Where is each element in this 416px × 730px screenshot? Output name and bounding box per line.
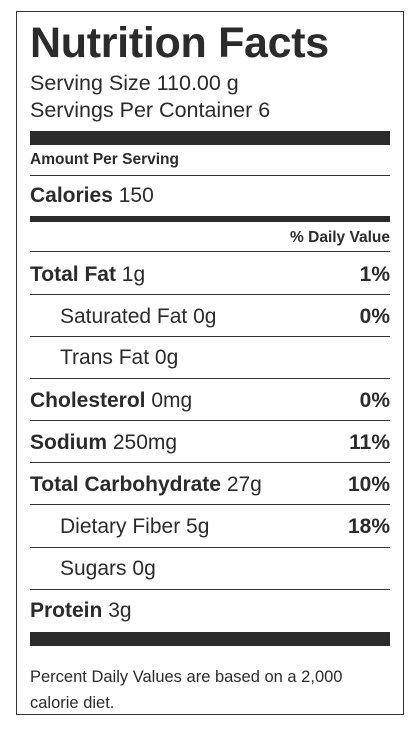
divider [30, 462, 390, 463]
label-title: Nutrition Facts [30, 19, 329, 67]
nutrient-row-saturated-fat: Saturated Fat 0g 0% [30, 306, 390, 328]
divider [30, 378, 390, 379]
nutrient-row-sodium: Sodium 250mg 11% [30, 432, 390, 454]
calories-row: Calories 150 [30, 184, 154, 208]
calories-value: 150 [118, 184, 154, 207]
serving-size: Serving Size 110.00 g [30, 71, 239, 95]
divider [30, 504, 390, 505]
thick-divider [30, 632, 390, 646]
divider [30, 420, 390, 421]
nutrient-row-dietary-fiber: Dietary Fiber 5g 18% [30, 516, 390, 538]
nutrient-row-protein: Protein 3g [30, 600, 390, 622]
divider [30, 547, 390, 548]
nutrient-percent: 0% [359, 389, 390, 412]
nutrient-name: Sodium [30, 431, 107, 454]
nutrient-name: Sugars [60, 557, 127, 580]
nutrient-amount: 0g [154, 346, 179, 369]
nutrient-percent: 18% [347, 515, 390, 538]
divider [30, 589, 390, 590]
nutrient-percent: 1% [359, 263, 390, 286]
nutrient-amount: 27g [226, 473, 262, 496]
nutrient-amount: 3g [108, 599, 132, 622]
nutrient-row-cholesterol: Cholesterol 0mg 0% [30, 390, 390, 412]
divider [30, 336, 390, 337]
nutrient-name: Total Carbohydrate [30, 473, 221, 496]
nutrient-row-trans-fat: Trans Fat 0g [30, 347, 390, 369]
nutrient-name: Dietary Fiber [60, 515, 181, 538]
nutrient-name: Protein [30, 599, 103, 622]
nutrient-percent: 11% [349, 431, 390, 454]
nutrient-row-total-fat: Total Fat 1g 1% [30, 264, 390, 286]
daily-value-header: % Daily Value [290, 229, 390, 246]
divider [30, 294, 390, 295]
nutrient-amount: 1g [121, 263, 146, 286]
nutrient-row-sugars: Sugars 0g [30, 558, 390, 580]
nutrient-row-total-carbohydrate: Total Carbohydrate 27g 10% [30, 474, 390, 496]
thick-divider [30, 131, 390, 145]
nutrient-name: Trans Fat [60, 346, 150, 369]
nutrition-label: Nutrition Facts Serving Size 110.00 g Se… [16, 11, 404, 715]
nutrient-amount: 0mg [151, 389, 193, 412]
nutrient-amount: 0g [132, 557, 156, 580]
nutrient-percent: 0% [359, 305, 390, 328]
nutrient-percent: 10% [347, 473, 390, 496]
divider [30, 251, 390, 252]
servings-per-container: Servings Per Container 6 [30, 98, 271, 122]
nutrient-name: Total Fat [30, 263, 116, 286]
medium-divider [30, 216, 390, 222]
footnote: Percent Daily Values are based on a 2,00… [30, 668, 343, 712]
nutrient-name: Cholesterol [30, 389, 146, 412]
nutrient-amount: 5g [186, 515, 210, 538]
nutrient-name: Saturated Fat [60, 305, 188, 328]
divider [30, 175, 390, 176]
nutrient-amount: 0g [193, 305, 217, 328]
amount-per-serving: Amount Per Serving [30, 151, 179, 168]
calories-label: Calories [30, 184, 113, 207]
nutrient-amount: 250mg [112, 431, 178, 454]
